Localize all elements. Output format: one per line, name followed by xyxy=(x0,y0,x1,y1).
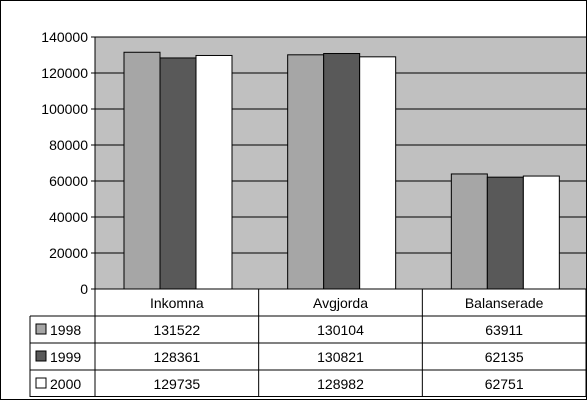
data-label: 62751 xyxy=(485,376,524,392)
bar-1999-Balanserade xyxy=(486,176,524,290)
data-label: 128361 xyxy=(153,349,200,365)
bar-2000-Avgjorda xyxy=(359,56,397,290)
y-tick-label: 40000 xyxy=(49,209,88,225)
x-tick-label: Inkomna xyxy=(150,295,204,311)
data-label: 130821 xyxy=(317,349,364,365)
bar-1999-Inkomna xyxy=(159,57,197,290)
bar-1999-Avgjorda xyxy=(323,53,361,290)
data-label: 63911 xyxy=(485,322,523,338)
data-label: 62135 xyxy=(485,349,524,365)
data-label: 128982 xyxy=(317,376,364,392)
y-tick-label: 120000 xyxy=(41,65,88,81)
bar-1998-Avgjorda xyxy=(287,54,325,290)
y-tick-label: 60000 xyxy=(49,173,88,189)
bar-1998-Inkomna xyxy=(123,51,161,290)
legend-label: 1999 xyxy=(50,349,81,365)
bar-2000-Inkomna xyxy=(195,54,233,290)
y-tick-label: 20000 xyxy=(49,245,88,261)
bar-2000-Balanserade xyxy=(522,175,560,290)
x-tick-label: Balanserade xyxy=(465,295,544,311)
y-tick-label: 100000 xyxy=(41,101,88,117)
data-label: 130104 xyxy=(317,322,364,338)
x-tick-label: Avgjorda xyxy=(313,295,368,311)
legend-label: 1998 xyxy=(50,322,81,338)
legend-swatch-2000 xyxy=(35,377,47,389)
y-tick-label: 140000 xyxy=(41,29,88,45)
y-tick-label: 80000 xyxy=(49,137,88,153)
legend-swatch-1998 xyxy=(35,323,47,335)
y-tick-label: 0 xyxy=(80,281,88,297)
data-label: 129735 xyxy=(153,376,200,392)
legend-swatch-1999 xyxy=(35,350,47,362)
data-table: Inkomna Avgjorda Balanserade 1998 131522 1301… xyxy=(29,288,587,397)
bar-1998-Balanserade xyxy=(450,173,488,290)
plot-area: 0 20000 40000 60000 80000 100000 120000 140000 xyxy=(41,29,586,297)
data-label: 131522 xyxy=(153,322,200,338)
legend-label: 2000 xyxy=(50,376,81,392)
